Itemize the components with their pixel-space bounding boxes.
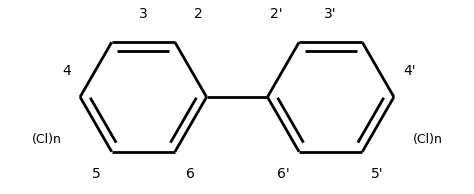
Text: 4': 4': [403, 64, 416, 78]
Text: 5': 5': [371, 167, 384, 181]
Text: (Cl)n: (Cl)n: [31, 133, 61, 146]
Text: 6': 6': [277, 167, 290, 181]
Text: 3: 3: [139, 7, 148, 21]
Text: 2': 2': [270, 7, 282, 21]
Text: 6: 6: [186, 167, 195, 181]
Text: 5: 5: [92, 167, 101, 181]
Text: 3': 3': [324, 7, 337, 21]
Text: (Cl)n: (Cl)n: [413, 133, 443, 146]
Text: 4: 4: [62, 64, 71, 78]
Text: 2: 2: [194, 7, 202, 21]
